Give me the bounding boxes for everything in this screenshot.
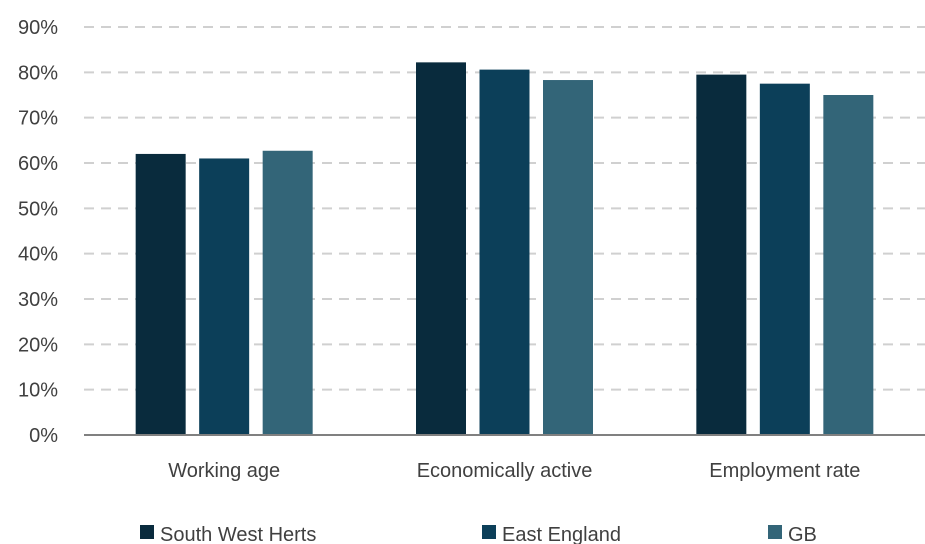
y-tick-label: 30% [18,289,58,311]
x-axis-category-labels: Working age Economically active Employment… [168,460,860,482]
x-category-label: Working age [168,460,280,482]
legend: South West Herts East England GB [140,524,817,544]
y-tick-label: 70% [18,108,58,130]
bar-gb-working-age [262,150,313,435]
y-tick-label: 90% [18,17,58,39]
y-axis-tick-labels: 0% 10% 20% 30% 40% 50% 60% 70% 80% 90% [18,17,58,447]
legend-swatch [482,525,496,539]
legend-label: East England [502,524,621,544]
legend-label: GB [788,524,817,544]
y-tick-label: 20% [18,334,58,356]
bar-south-west-herts-working-age [135,153,186,435]
bar-east-england-employment-rate [759,83,810,436]
x-category-label: Employment rate [709,460,860,482]
bar-east-england-working-age [199,158,250,435]
legend-swatch [768,525,782,539]
y-tick-label: 60% [18,153,58,175]
bar-south-west-herts-economically-active [416,62,466,436]
bar-east-england-economically-active [479,69,530,435]
bar-gb-economically-active [543,80,593,435]
y-tick-label: 50% [18,198,58,220]
legend-swatch [140,525,154,539]
y-tick-label: 10% [18,380,58,402]
bars [135,62,874,436]
x-category-label: Economically active [417,460,593,482]
y-tick-label: 40% [18,244,58,266]
bar-south-west-herts-employment-rate [696,74,747,435]
y-tick-label: 0% [29,425,58,447]
legend-label: South West Herts [160,524,316,544]
y-tick-label: 80% [18,62,58,84]
bar-gb-employment-rate [823,95,874,435]
